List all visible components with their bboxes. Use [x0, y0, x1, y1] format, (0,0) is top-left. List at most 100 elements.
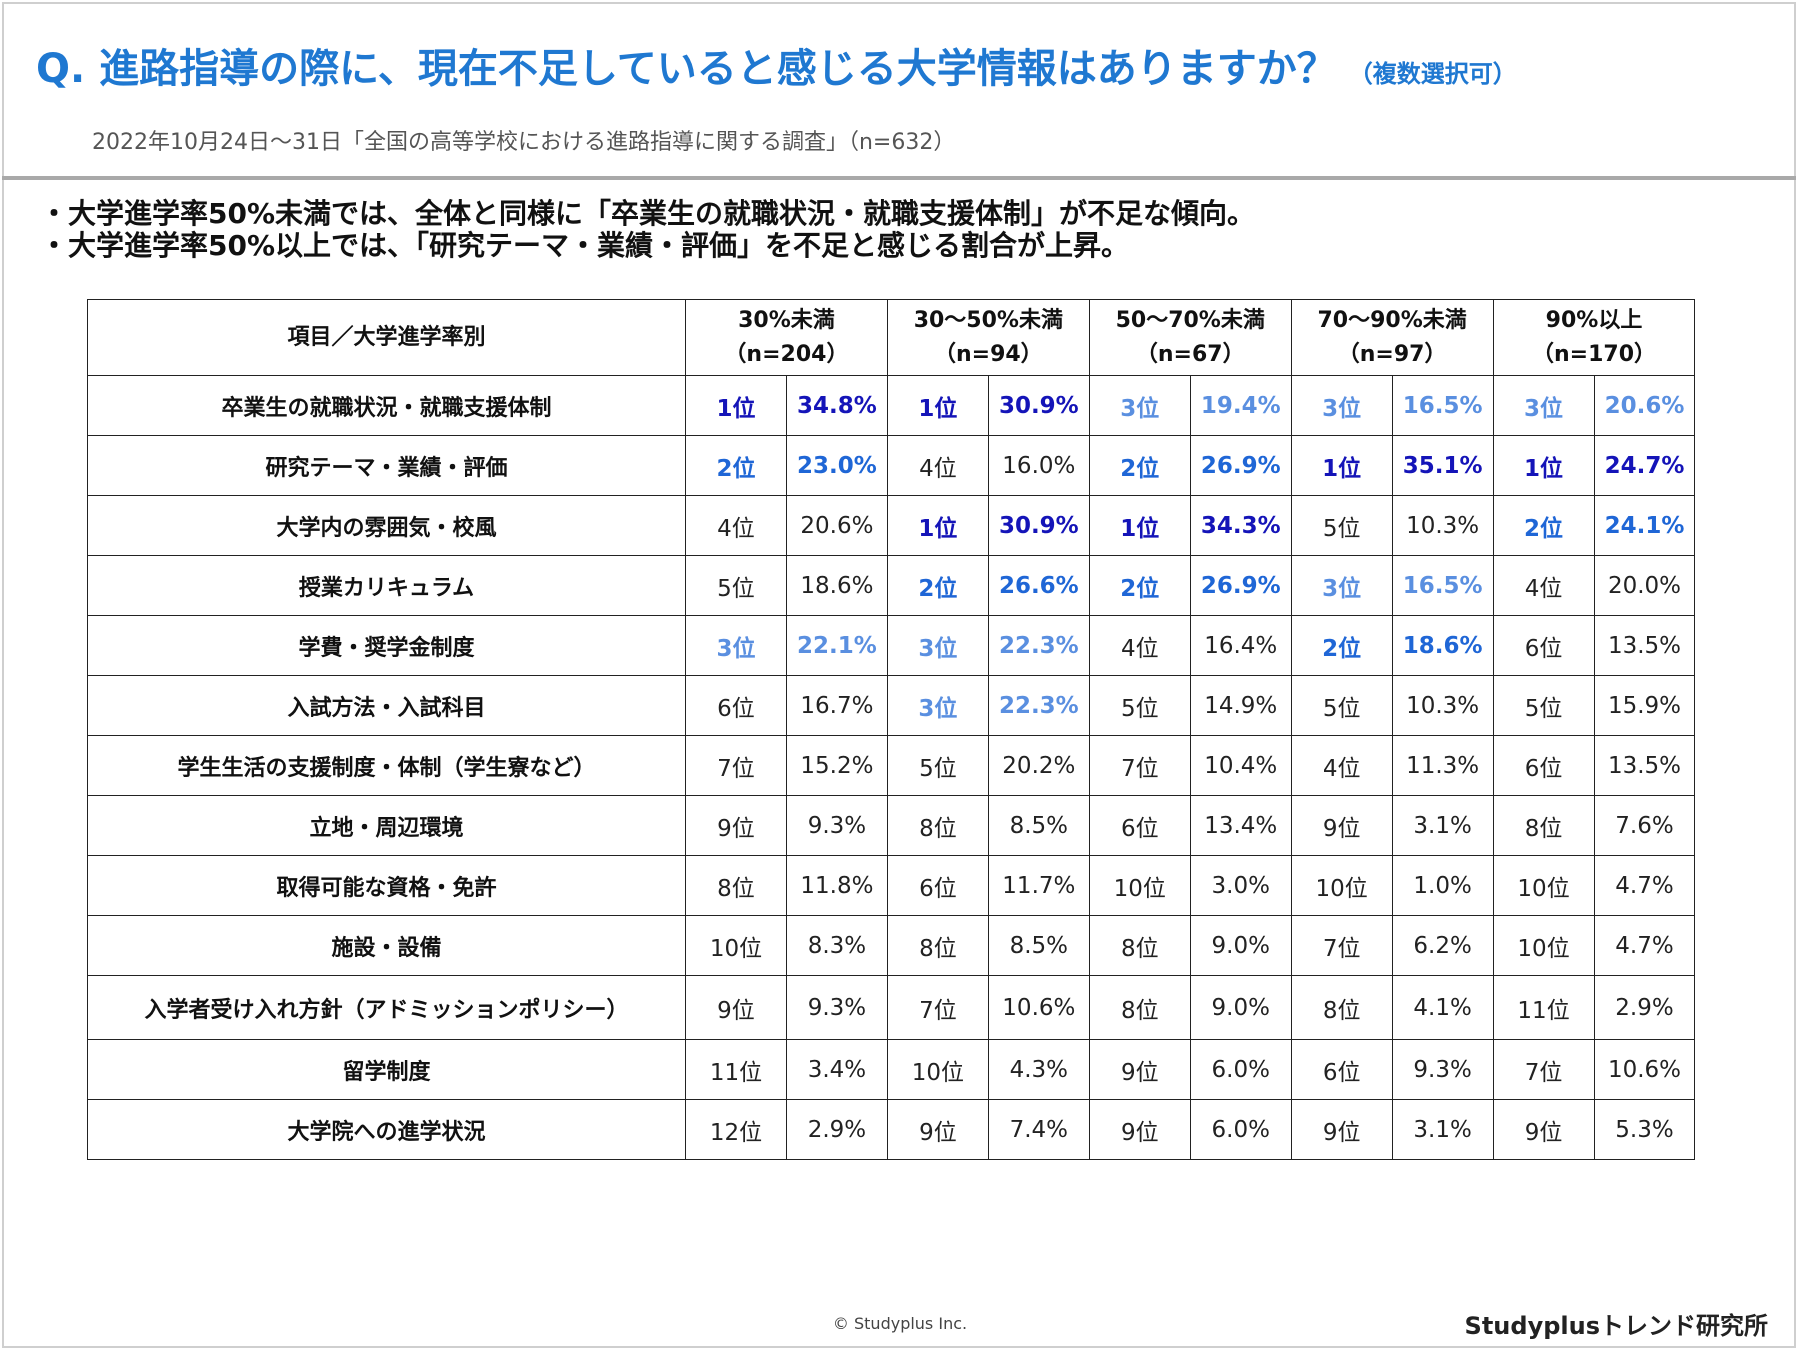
percent-cell: 19.4%	[1189, 375, 1292, 436]
percent-cell: 34.8%	[786, 375, 888, 436]
table-row: 取得可能な資格・免許 8位 11.8% 6位 11.7% 10位 3.0% 10位 1.0% 10…	[87, 855, 1696, 916]
percent-cell: 8.5%	[987, 915, 1090, 976]
rank-cell: 9位	[1290, 795, 1393, 856]
rank-cell: 9位	[1492, 1099, 1595, 1160]
percent-cell: 14.9%	[1189, 675, 1292, 736]
row-item-label: 研究テーマ・業績・評価	[87, 435, 686, 496]
rank-cell: 6位	[685, 675, 787, 736]
column-header: 30～50%未満 （n=94）	[886, 299, 1090, 376]
chart-title: Q. 進路指導の際に、現在不足していると感じる大学情報はありますか？ （複数選択可…	[36, 36, 1776, 100]
column-header: 70～90%未満 （n=97）	[1290, 299, 1494, 376]
row-item-label: 入学者受け入れ方針（アドミッションポリシー）	[87, 975, 686, 1040]
percent-cell: 3.0%	[1189, 855, 1292, 916]
rank-cell: 2位	[1088, 555, 1191, 616]
percent-cell: 23.0%	[786, 435, 888, 496]
rank-cell: 3位	[1492, 375, 1595, 436]
rank-cell: 5位	[1088, 675, 1191, 736]
rank-cell: 2位	[1088, 435, 1191, 496]
rank-cell: 8位	[886, 915, 989, 976]
rank-cell: 5位	[1492, 675, 1595, 736]
rank-cell: 3位	[886, 615, 989, 676]
percent-cell: 5.3%	[1593, 1099, 1696, 1160]
row-item-label: 立地・周辺環境	[87, 795, 686, 856]
row-item-label: 卒業生の就職状況・就職支援体制	[87, 375, 686, 436]
percent-cell: 26.9%	[1189, 555, 1292, 616]
rank-cell: 10位	[1492, 915, 1595, 976]
row-item-label: 学費・奨学金制度	[87, 615, 686, 676]
rank-cell: 11位	[685, 1039, 787, 1100]
row-item-label: 学生生活の支援制度・体制（学生寮など）	[87, 735, 686, 796]
percent-cell: 4.1%	[1391, 975, 1494, 1040]
percent-cell: 9.3%	[786, 795, 888, 856]
row-item-label: 授業カリキュラム	[87, 555, 686, 616]
rank-cell: 7位	[1492, 1039, 1595, 1100]
column-header-n: （n=204）	[724, 341, 849, 367]
rank-cell: 4位	[685, 495, 787, 556]
percent-cell: 8.5%	[987, 795, 1090, 856]
chart-subtitle: 2022年10月24日～31日「全国の高等学校における進路指導に関する調査」（n…	[92, 130, 956, 155]
table-row: 留学制度 11位 3.4% 10位 4.3% 9位 6.0% 6位 9.3% 7位 10.6%	[87, 1039, 1696, 1100]
percent-cell: 16.4%	[1189, 615, 1292, 676]
rank-cell: 11位	[1492, 975, 1595, 1040]
row-item-label: 取得可能な資格・免許	[87, 855, 686, 916]
column-header-label: 70～90%未満	[1317, 307, 1467, 333]
rank-cell: 6位	[1290, 1039, 1393, 1100]
rank-cell: 1位	[886, 375, 989, 436]
column-header-n: （n=170）	[1531, 341, 1657, 367]
table-row: 学費・奨学金制度 3位 22.1% 3位 22.3% 4位 16.4% 2位 18.6% 6位 13…	[87, 615, 1696, 676]
percent-cell: 22.1%	[786, 615, 888, 676]
column-header: 30%未満 （n=204）	[685, 299, 888, 376]
column-header: 50～70%未満 （n=67）	[1088, 299, 1292, 376]
percent-cell: 26.6%	[987, 555, 1090, 616]
title-note: （複数選択可）	[1348, 60, 1517, 88]
percent-cell: 9.3%	[1391, 1039, 1494, 1100]
percent-cell: 9.3%	[786, 975, 888, 1040]
rank-cell: 9位	[1290, 1099, 1393, 1160]
percent-cell: 3.4%	[786, 1039, 888, 1100]
rank-cell: 2位	[886, 555, 989, 616]
rank-cell: 4位	[1290, 735, 1393, 796]
rank-cell: 8位	[1088, 915, 1191, 976]
percent-cell: 22.3%	[987, 615, 1090, 676]
ranking-table: 項目／大学進学率別 30%未満 （n=204） 30～50%未満 （n=94） 50～7…	[87, 299, 1696, 1160]
rank-cell: 3位	[1290, 555, 1393, 616]
rank-cell: 12位	[685, 1099, 787, 1160]
rank-cell: 1位	[685, 375, 787, 436]
rank-cell: 6位	[886, 855, 989, 916]
summary-bullets: ・大学進学率50%未満では、全体と同様に「卒業生の就職状況・就職支援体制」が不足…	[40, 198, 1255, 262]
summary-bullet: ・大学進学率50%未満では、全体と同様に「卒業生の就職状況・就職支援体制」が不足…	[40, 197, 1256, 230]
percent-cell: 15.9%	[1593, 675, 1696, 736]
row-item-label: 施設・設備	[87, 915, 686, 976]
rank-cell: 7位	[886, 975, 989, 1040]
copyright-text: © Studyplus Inc.	[832, 1314, 968, 1333]
percent-cell: 10.3%	[1391, 675, 1494, 736]
percent-cell: 30.9%	[987, 375, 1090, 436]
percent-cell: 2.9%	[786, 1099, 888, 1160]
rank-cell: 8位	[1290, 975, 1393, 1040]
percent-cell: 18.6%	[1391, 615, 1494, 676]
rank-cell: 9位	[685, 975, 787, 1040]
percent-cell: 10.6%	[987, 975, 1090, 1040]
rank-cell: 3位	[1088, 375, 1191, 436]
rank-cell: 3位	[1290, 375, 1393, 436]
percent-cell: 13.5%	[1593, 735, 1696, 796]
table-row: 卒業生の就職状況・就職支援体制 1位 34.8% 1位 30.9% 3位 19.4% 3位 16…	[87, 375, 1696, 436]
rank-cell: 10位	[685, 915, 787, 976]
column-header-n: （n=94）	[933, 341, 1043, 367]
rank-cell: 3位	[685, 615, 787, 676]
table-row: 研究テーマ・業績・評価 2位 23.0% 4位 16.0% 2位 26.9% 1位 35.1% 1…	[87, 435, 1696, 496]
percent-cell: 15.2%	[786, 735, 888, 796]
column-header: 90%以上 （n=170）	[1492, 299, 1696, 376]
percent-cell: 34.3%	[1189, 495, 1292, 556]
column-header-n: （n=67）	[1135, 341, 1245, 367]
table-row: 大学内の雰囲気・校風 4位 20.6% 1位 30.9% 1位 34.3% 5位 10.3% 2位…	[87, 495, 1696, 556]
table-row: 学生生活の支援制度・体制（学生寮など） 7位 15.2% 5位 20.2% 7位 10.4%…	[87, 735, 1696, 796]
column-header-label: 30～50%未満	[913, 307, 1063, 333]
rank-cell: 1位	[886, 495, 989, 556]
percent-cell: 2.9%	[1593, 975, 1696, 1040]
percent-cell: 9.0%	[1189, 975, 1292, 1040]
percent-cell: 8.3%	[786, 915, 888, 976]
column-header-n: （n=97）	[1337, 341, 1447, 367]
rank-cell: 10位	[886, 1039, 989, 1100]
